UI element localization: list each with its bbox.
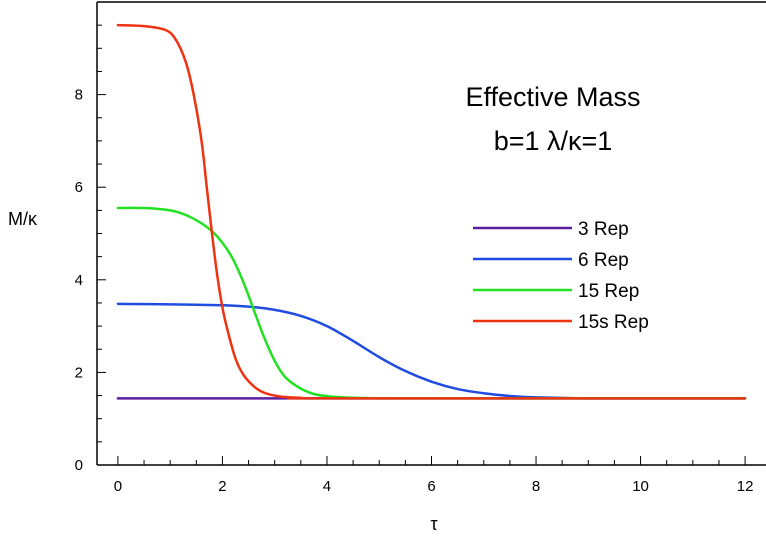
series-lines: [116, 23, 747, 400]
plot-frame: [96, 1, 766, 466]
y-tick-label: 2: [75, 364, 83, 381]
x-tick-label: 4: [323, 478, 331, 495]
y-axis-title: M/κ: [8, 209, 38, 229]
series-line-6-rep: [116, 302, 747, 400]
y-tick-label: 0: [75, 457, 83, 474]
y-tick-label: 6: [75, 179, 83, 196]
legend: 3 Rep 6 Rep 15 Rep 15s Rep: [473, 219, 649, 333]
legend-label-6-rep: 6 Rep: [578, 250, 629, 271]
axis-ticks: [97, 24, 746, 466]
x-tick-label: 12: [737, 478, 754, 495]
legend-label-15-rep: 15 Rep: [578, 281, 639, 302]
x-axis-title: τ: [430, 514, 437, 534]
x-tick-label: 6: [427, 478, 435, 495]
series-line-15s-rep: [116, 23, 747, 400]
legend-label-3-rep: 3 Rep: [578, 219, 629, 240]
y-tick-label: 4: [75, 272, 83, 289]
chart-subtitle: b=1 λ/κ=1: [494, 126, 613, 156]
legend-label-15s-rep: 15s Rep: [578, 312, 649, 333]
x-tick-label: 8: [532, 478, 540, 495]
x-tick-label: 0: [114, 478, 122, 495]
x-tick-label: 10: [632, 478, 649, 495]
y-tick-label: 8: [75, 87, 83, 104]
chart-title: Effective Mass: [465, 82, 640, 112]
x-tick-label: 2: [218, 478, 226, 495]
tick-labels: 0 2 4 6 8 10 12 0 2 4 6 8: [75, 87, 754, 495]
